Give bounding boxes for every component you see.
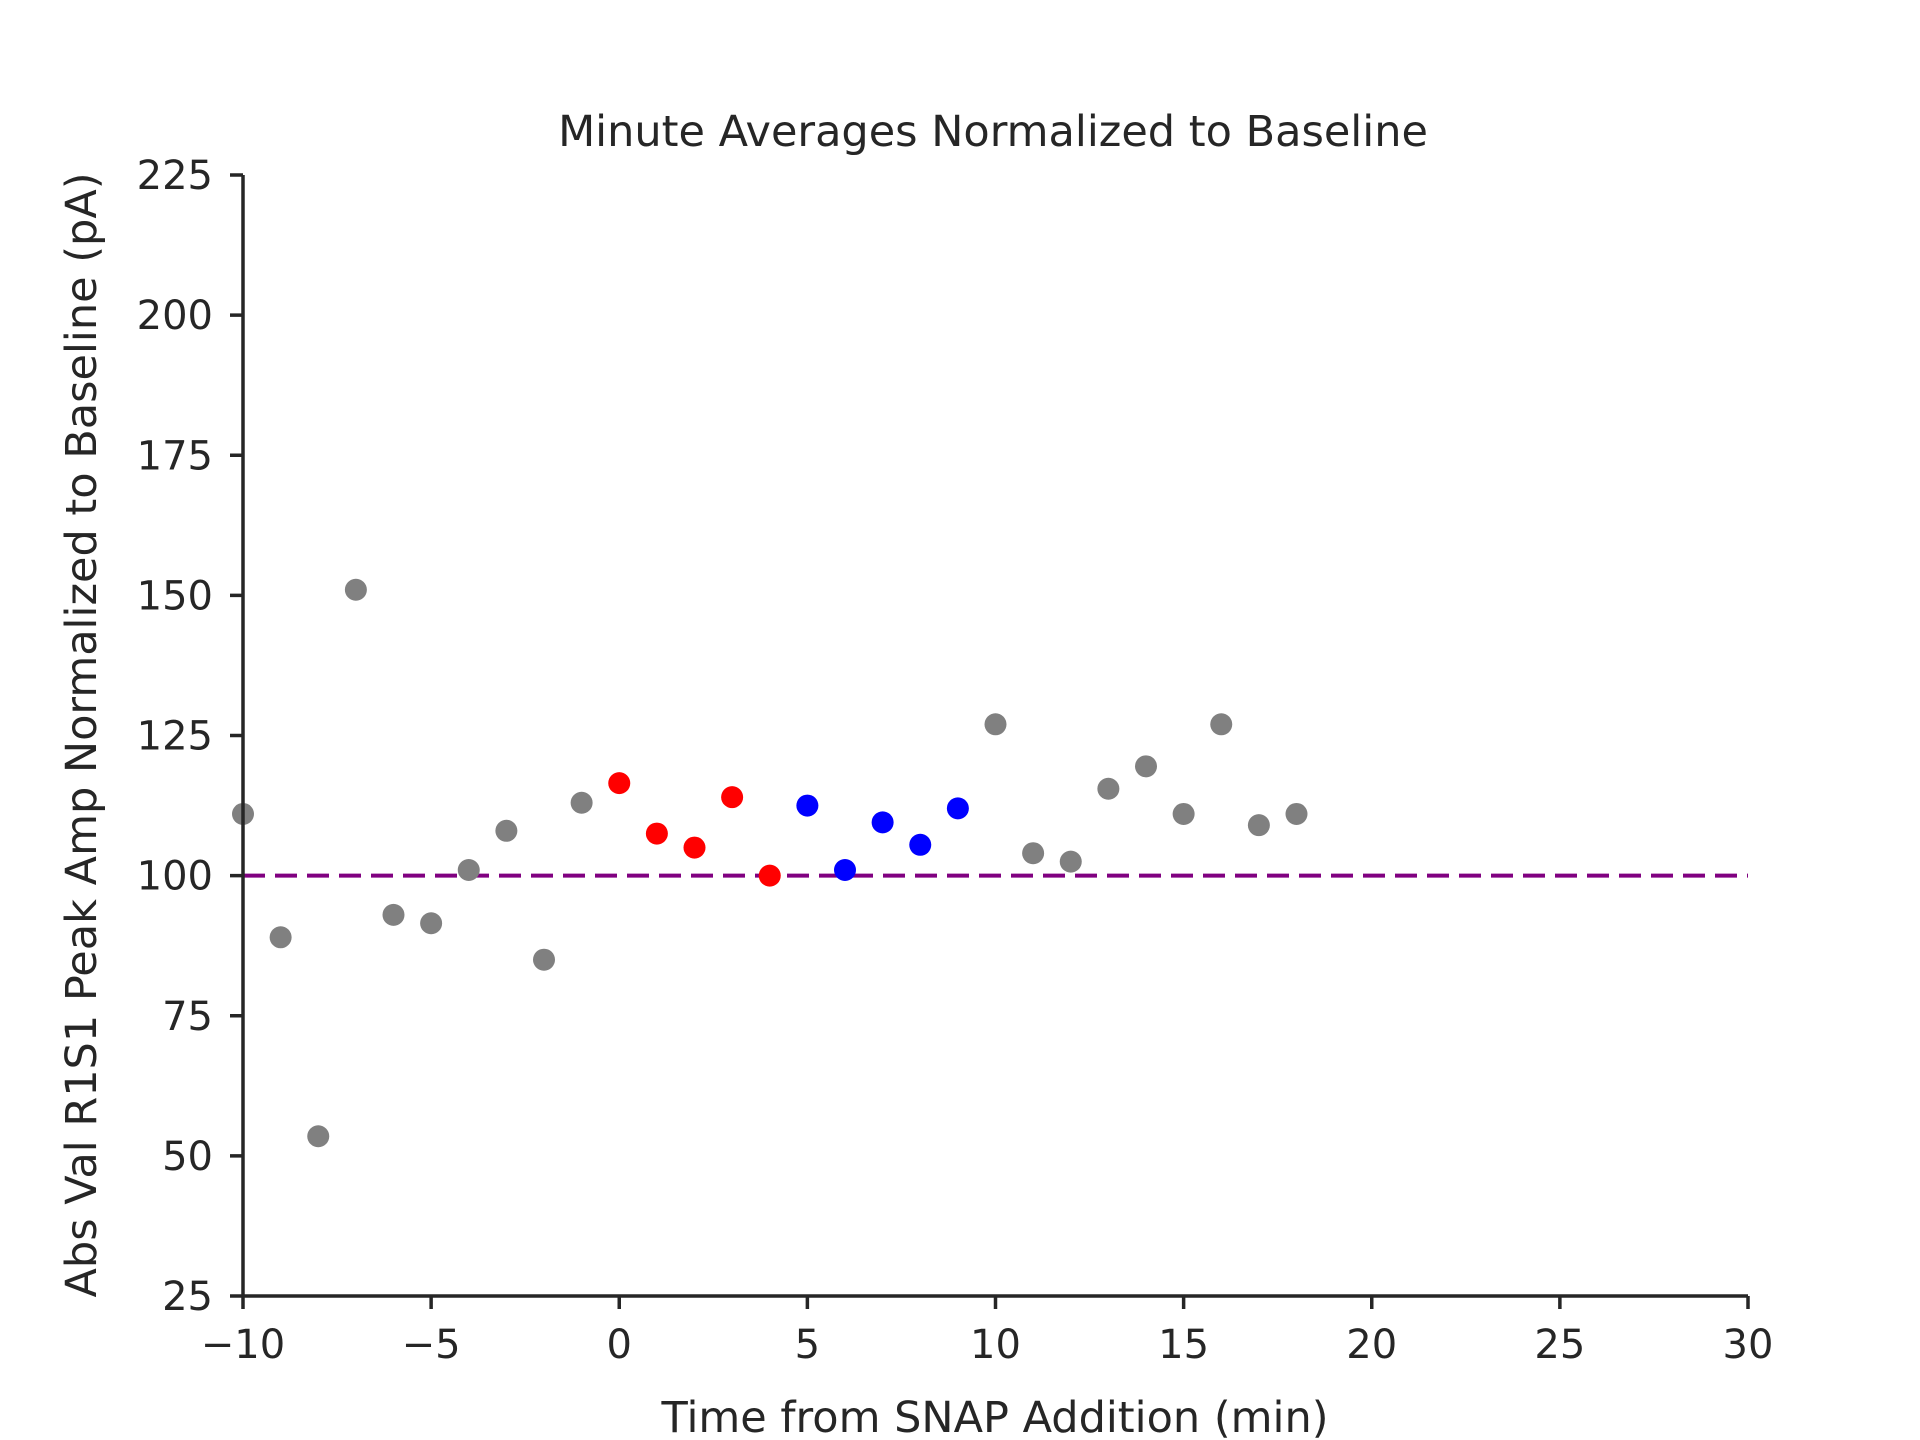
data-point-s0-12 [1059, 850, 1082, 873]
plot-area [232, 578, 1748, 1148]
x-tick-label: −5 [402, 1322, 461, 1368]
chart-title: Minute Averages Normalized to Baseline [558, 107, 1428, 157]
x-tick-label: 15 [1158, 1322, 1209, 1368]
data-point-s1-1 [645, 822, 668, 845]
data-point-s0-17 [1247, 814, 1270, 837]
x-tick-label: 5 [795, 1322, 820, 1368]
x-axis-label: Time from SNAP Addition (min) [661, 1393, 1329, 1440]
y-tick-label: 50 [162, 1134, 213, 1180]
y-tick-label: 100 [137, 854, 213, 900]
data-point-s2-3 [909, 833, 932, 856]
y-tick-label: 150 [137, 573, 213, 619]
data-point-s0-6 [457, 859, 480, 882]
data-point-s0-11 [1022, 842, 1045, 865]
data-point-s0-14 [1135, 755, 1157, 778]
y-tick-label: 125 [137, 714, 213, 760]
data-point-s0-2 [307, 1125, 330, 1148]
data-point-s0-3 [344, 578, 367, 601]
data-point-s1-3 [721, 786, 744, 809]
x-tick-label: 0 [607, 1322, 632, 1368]
data-point-s0-16 [1210, 713, 1233, 736]
x-tick-label: 30 [1723, 1322, 1774, 1368]
data-point-s2-4 [946, 797, 969, 820]
y-tick-label: 200 [137, 293, 213, 339]
data-point-s0-15 [1172, 802, 1195, 825]
x-tick-label: 25 [1534, 1322, 1585, 1368]
x-tick-label: −10 [201, 1322, 285, 1368]
x-tick-label: 10 [970, 1322, 1021, 1368]
data-point-s0-5 [420, 912, 443, 935]
data-point-s0-1 [269, 926, 292, 949]
data-point-s2-1 [834, 859, 856, 882]
data-point-s0-10 [984, 713, 1007, 736]
data-points [232, 578, 1308, 1148]
y-tick-label: 25 [162, 1274, 213, 1320]
data-point-s0-8 [533, 948, 555, 971]
data-point-s0-13 [1097, 777, 1120, 800]
data-point-s1-4 [758, 864, 781, 887]
data-point-s0-4 [382, 903, 405, 926]
data-point-s0-9 [570, 791, 593, 814]
y-tick-label: 225 [137, 153, 213, 199]
data-point-s0-18 [1285, 802, 1308, 825]
data-point-s0-7 [495, 819, 518, 842]
data-point-s1-2 [683, 836, 706, 859]
data-point-s2-2 [871, 811, 894, 834]
x-axis-ticks: −10 −5 0 5 10 15 20 25 30 [201, 1296, 1774, 1368]
data-point-s1-0 [608, 772, 631, 795]
y-axis-label: Abs Val R1S1 Peak Amp Normalized to Base… [57, 172, 107, 1297]
data-point-s2-0 [796, 794, 819, 817]
x-tick-label: 20 [1346, 1322, 1397, 1368]
y-axis-ticks: 25 50 75 100 125 150 175 200 225 [137, 153, 243, 1320]
y-tick-label: 75 [162, 994, 213, 1040]
y-tick-label: 175 [137, 433, 213, 479]
